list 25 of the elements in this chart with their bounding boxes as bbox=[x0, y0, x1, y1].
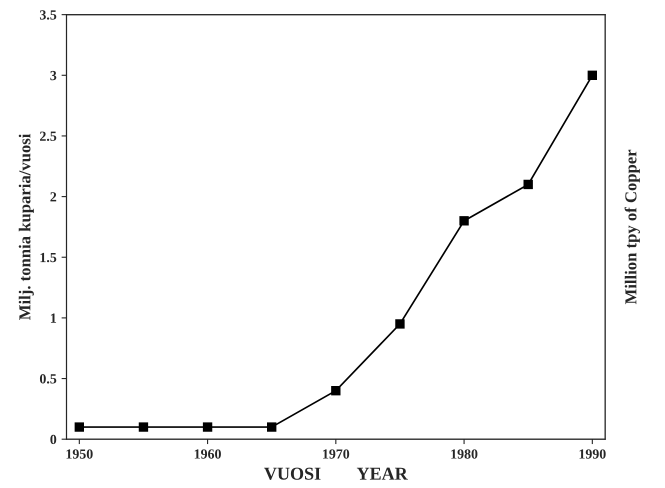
y-tick-label: 2 bbox=[50, 192, 56, 202]
point bbox=[331, 386, 341, 396]
x-tick-label: 1990 bbox=[580, 449, 606, 459]
point bbox=[74, 422, 84, 432]
y-tick-label: 0 bbox=[50, 434, 56, 444]
point bbox=[138, 422, 148, 432]
x-tick-label: 1980 bbox=[451, 449, 478, 459]
x-tick-label: 1950 bbox=[66, 449, 93, 459]
x-tick-label: 1960 bbox=[194, 449, 221, 459]
point bbox=[202, 422, 212, 432]
y-tick-label: 3.5 bbox=[40, 10, 56, 20]
y-tick-label: 1 bbox=[50, 314, 56, 323]
point bbox=[395, 319, 405, 329]
point bbox=[267, 422, 276, 432]
point bbox=[459, 216, 469, 226]
y-axis-title: Milj. tonnia kuparia/vuosi bbox=[18, 134, 34, 320]
y-tick-label: 1.5 bbox=[40, 252, 56, 262]
y-tick-label: 2.5 bbox=[40, 132, 56, 141]
x-axis-title: VUOSI YEAR bbox=[264, 468, 408, 480]
y-tick-label: 0.5 bbox=[40, 374, 56, 384]
y-tick-label: 3 bbox=[50, 70, 56, 80]
y2-axis-title: Million tpy of Copper bbox=[624, 150, 640, 304]
point bbox=[524, 180, 533, 190]
point bbox=[588, 70, 598, 80]
x-tick-label: 1970 bbox=[323, 449, 350, 459]
